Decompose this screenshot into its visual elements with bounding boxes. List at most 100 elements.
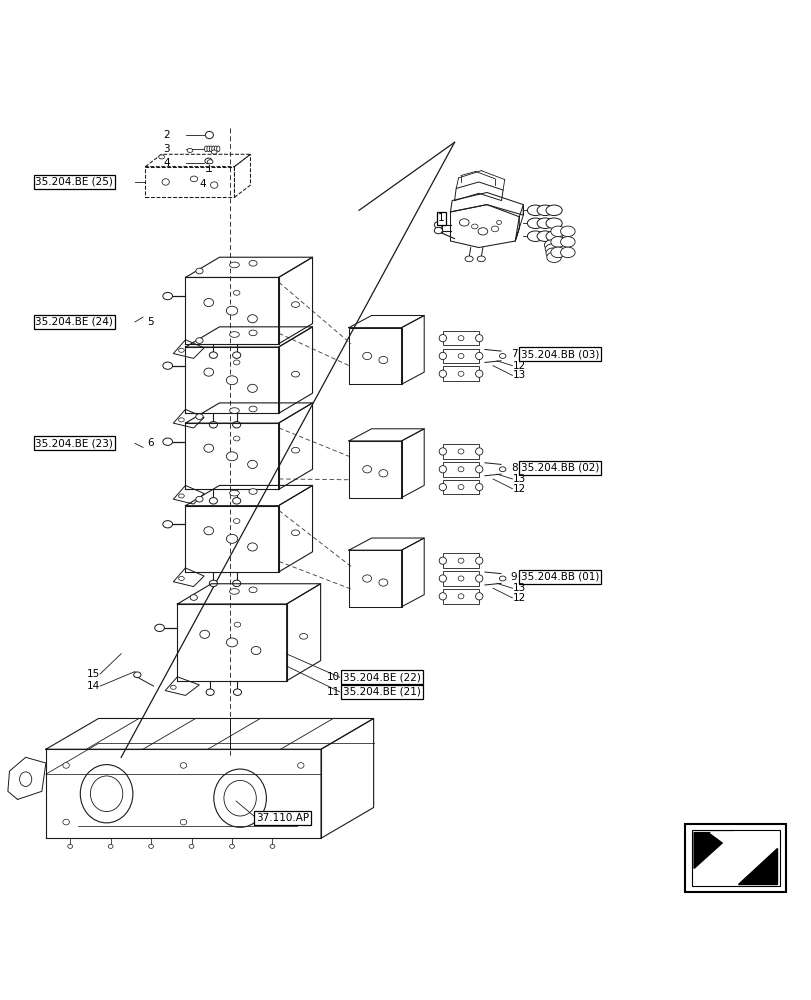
Ellipse shape [465, 256, 473, 262]
Ellipse shape [134, 672, 141, 678]
Ellipse shape [234, 622, 240, 627]
Ellipse shape [226, 638, 238, 647]
Ellipse shape [457, 336, 463, 341]
Ellipse shape [560, 226, 574, 237]
Ellipse shape [233, 689, 241, 695]
Ellipse shape [249, 330, 257, 336]
Ellipse shape [233, 436, 239, 441]
Ellipse shape [439, 352, 446, 360]
Ellipse shape [457, 558, 463, 563]
Ellipse shape [224, 780, 256, 816]
Ellipse shape [560, 237, 574, 247]
Bar [442, 589, 478, 604]
Text: 35.204.BE (21): 35.204.BE (21) [342, 687, 420, 697]
Ellipse shape [475, 466, 483, 473]
Ellipse shape [230, 408, 239, 413]
Text: 7: 7 [510, 349, 517, 359]
Ellipse shape [379, 470, 388, 477]
Ellipse shape [477, 256, 485, 262]
Ellipse shape [363, 575, 371, 582]
Text: 3: 3 [163, 144, 169, 154]
Text: 11: 11 [326, 687, 339, 697]
Ellipse shape [178, 348, 184, 352]
Ellipse shape [270, 844, 275, 848]
Ellipse shape [457, 467, 463, 472]
Ellipse shape [155, 624, 165, 631]
Bar [684, 824, 785, 892]
Ellipse shape [178, 494, 184, 498]
Ellipse shape [475, 575, 483, 582]
Bar [442, 462, 478, 477]
Ellipse shape [545, 205, 561, 216]
Ellipse shape [434, 222, 442, 228]
Ellipse shape [560, 247, 574, 258]
Ellipse shape [363, 352, 371, 360]
Ellipse shape [159, 155, 165, 159]
Ellipse shape [204, 527, 213, 535]
Ellipse shape [232, 580, 240, 587]
Ellipse shape [550, 247, 564, 258]
Ellipse shape [457, 594, 463, 599]
Ellipse shape [543, 240, 558, 250]
Ellipse shape [499, 467, 505, 472]
Ellipse shape [226, 534, 238, 543]
Ellipse shape [217, 146, 220, 152]
Ellipse shape [247, 315, 257, 323]
Text: 35.204.BE (22): 35.204.BE (22) [342, 672, 420, 682]
Ellipse shape [187, 148, 192, 152]
Bar [442, 571, 478, 586]
Text: 35.204.BE (24): 35.204.BE (24) [36, 317, 113, 327]
Ellipse shape [297, 763, 303, 768]
Ellipse shape [475, 593, 483, 600]
Ellipse shape [190, 595, 197, 600]
Ellipse shape [170, 685, 176, 689]
Ellipse shape [108, 844, 113, 848]
Ellipse shape [526, 218, 543, 229]
Ellipse shape [206, 689, 214, 695]
Ellipse shape [204, 368, 213, 376]
Text: 35.204.BB (01): 35.204.BB (01) [520, 572, 599, 582]
Ellipse shape [178, 576, 184, 581]
Ellipse shape [471, 224, 478, 229]
Ellipse shape [163, 292, 172, 300]
Ellipse shape [205, 131, 213, 139]
Bar [442, 480, 478, 494]
Ellipse shape [180, 763, 187, 768]
Bar [691, 830, 779, 886]
Polygon shape [710, 833, 733, 850]
Ellipse shape [148, 844, 153, 848]
Ellipse shape [475, 370, 483, 377]
Ellipse shape [226, 452, 238, 461]
Text: 13: 13 [512, 474, 525, 484]
Ellipse shape [195, 496, 203, 502]
Ellipse shape [439, 557, 446, 564]
Ellipse shape [190, 176, 197, 182]
Ellipse shape [207, 160, 212, 164]
Ellipse shape [19, 772, 32, 786]
Ellipse shape [226, 306, 238, 315]
Ellipse shape [439, 466, 446, 473]
Ellipse shape [499, 354, 505, 358]
Ellipse shape [291, 371, 299, 377]
Ellipse shape [536, 231, 552, 241]
Bar [442, 444, 478, 459]
Ellipse shape [230, 589, 239, 594]
Ellipse shape [475, 483, 483, 491]
Ellipse shape [291, 302, 299, 307]
Ellipse shape [536, 205, 552, 216]
Polygon shape [737, 848, 776, 884]
Polygon shape [693, 833, 733, 868]
Ellipse shape [204, 299, 213, 307]
Ellipse shape [211, 150, 217, 154]
Ellipse shape [439, 448, 446, 455]
Text: 2: 2 [163, 130, 169, 140]
Ellipse shape [526, 231, 543, 241]
Ellipse shape [162, 179, 169, 185]
Ellipse shape [439, 593, 446, 600]
Text: 12: 12 [512, 361, 525, 371]
Ellipse shape [457, 353, 463, 359]
Ellipse shape [475, 335, 483, 342]
Ellipse shape [247, 384, 257, 392]
Ellipse shape [379, 356, 388, 364]
Ellipse shape [496, 220, 501, 224]
